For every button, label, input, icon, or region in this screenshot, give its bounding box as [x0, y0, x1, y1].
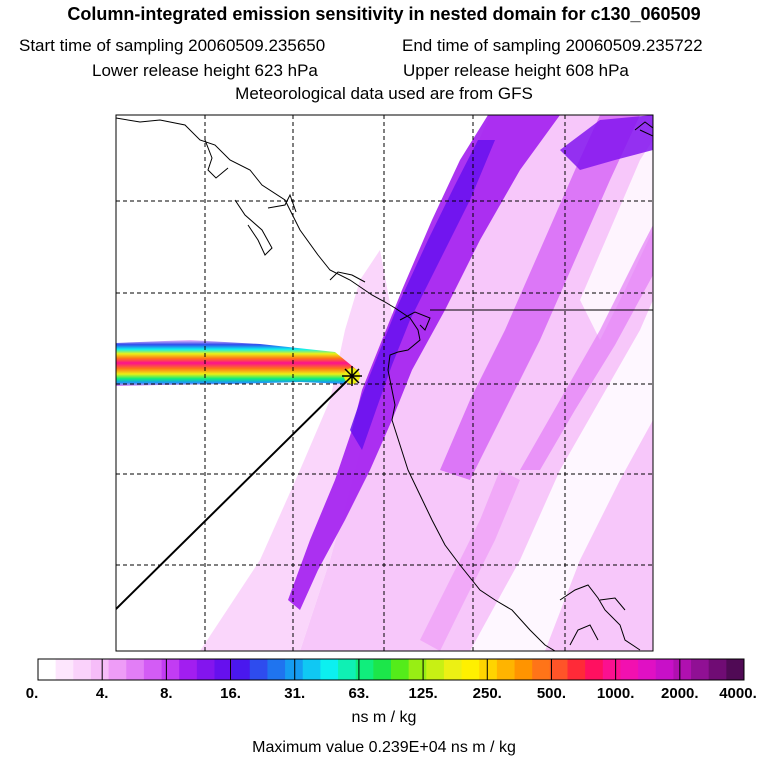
colorbar-tick-label: 4000. — [719, 685, 757, 702]
colorbar-cell — [479, 659, 498, 680]
colorbar-tick-label: 0. — [26, 685, 39, 702]
colorbar-tick-label: 500. — [537, 685, 566, 702]
trajectory-plume — [116, 340, 357, 386]
colorbar-cell — [214, 659, 233, 680]
colorbar-cell — [196, 659, 215, 680]
colorbar-cell — [691, 659, 710, 680]
sampling-time-row: Start time of sampling 20060509.235650 E… — [0, 36, 768, 58]
colorbar-cell — [391, 659, 410, 680]
field-gap-1 — [470, 300, 653, 651]
map-field — [116, 115, 653, 651]
colorbar-cell — [532, 659, 551, 680]
colorbar-cell — [461, 659, 480, 680]
sensitivity-corridor — [288, 115, 560, 610]
colorbar-cell — [585, 659, 604, 680]
colorbar-tick-label: 8. — [160, 685, 173, 702]
colorbar-tick-label: 1000. — [597, 685, 635, 702]
colorbar-cell — [108, 659, 127, 680]
colorbar-cell — [143, 659, 163, 680]
figure-title: Column-integrated emission sensitivity i… — [67, 4, 701, 24]
sensitivity-field-faint — [200, 250, 395, 651]
colorbar-cell — [426, 659, 445, 680]
colorbar-tick-label: 125. — [408, 685, 437, 702]
colorbar-cell — [408, 659, 427, 680]
colorbar-cell — [55, 659, 74, 680]
political-borders — [430, 129, 653, 311]
colorbar-cell — [708, 659, 727, 680]
coastline — [116, 117, 653, 651]
meteo-data-label: Meteorological data used are from GFS — [235, 84, 533, 103]
colorbar-tick-labels: 0. 4. 8. 16. 31. 63. 125. 250. 500. 1000. 2000. 400… — [26, 659, 757, 702]
colorbar-cell — [38, 659, 57, 680]
colorbar-tick-label: 63. — [348, 685, 369, 702]
colorbar-cell — [179, 659, 198, 680]
colorbar-cell — [620, 659, 639, 680]
sensitivity-band-medium-3 — [420, 470, 520, 651]
colorbar-cell — [338, 659, 357, 680]
maximum-value-label: Maximum value 0.239E+04 ns m / kg — [252, 739, 516, 756]
sensitivity-band-medium-1 — [440, 115, 640, 480]
end-time-label: End time of sampling 20060509.235722 — [402, 36, 703, 55]
colorbar-cell — [90, 659, 110, 680]
colorbar-frame — [37, 658, 745, 681]
colorbar-cell — [73, 659, 92, 680]
colorbar-units-label: ns m / kg — [351, 709, 417, 726]
colorbar-cell — [726, 659, 745, 680]
lower-release-height-label: Lower release height 623 hPa — [92, 61, 318, 80]
colorbar-cell — [355, 659, 374, 680]
colorbar-cell — [302, 659, 321, 680]
colorbar-cell — [161, 659, 180, 680]
colorbar-cell — [496, 659, 516, 680]
release-height-row: Lower release height 623 hPa Upper relea… — [0, 61, 768, 83]
colorbar-tick-label: 31. — [284, 685, 305, 702]
colorbar-cell — [443, 659, 463, 680]
field-gap-2 — [580, 140, 653, 340]
colorbar-cell — [249, 659, 268, 680]
colorbar-cell — [514, 659, 533, 680]
colorbar-tick-label: 2000. — [661, 685, 699, 702]
colorbar-cell — [320, 659, 339, 680]
colorbar-tick-label: 16. — [220, 685, 241, 702]
release-connector-line — [116, 375, 353, 610]
colorbar-cell — [285, 659, 304, 680]
colorbar-cell — [638, 659, 657, 680]
upper-release-height-label: Upper release height 608 hPa — [403, 61, 629, 80]
release-point-star-icon — [342, 366, 362, 386]
sensitivity-corridor-core — [350, 140, 495, 450]
colorbar-cell — [232, 659, 251, 680]
colorbar-tick-label: 4. — [96, 685, 109, 702]
colorbar-cell — [549, 659, 568, 680]
start-time-label: Start time of sampling 20060509.235650 — [19, 36, 326, 55]
colorbar-cell — [267, 659, 286, 680]
colorbar-cell — [126, 659, 145, 680]
lat-lon-grid — [116, 115, 653, 651]
colorbar-tick-label: 250. — [473, 685, 502, 702]
colorbar-cells — [38, 659, 745, 680]
sensitivity-corridor-top — [560, 115, 653, 170]
colorbar-cell — [602, 659, 621, 680]
colorbar-cell — [567, 659, 586, 680]
colorbar-cell — [673, 659, 692, 680]
colorbar-cell — [373, 659, 392, 680]
map-frame — [115, 114, 654, 652]
colorbar-cell — [655, 659, 674, 680]
